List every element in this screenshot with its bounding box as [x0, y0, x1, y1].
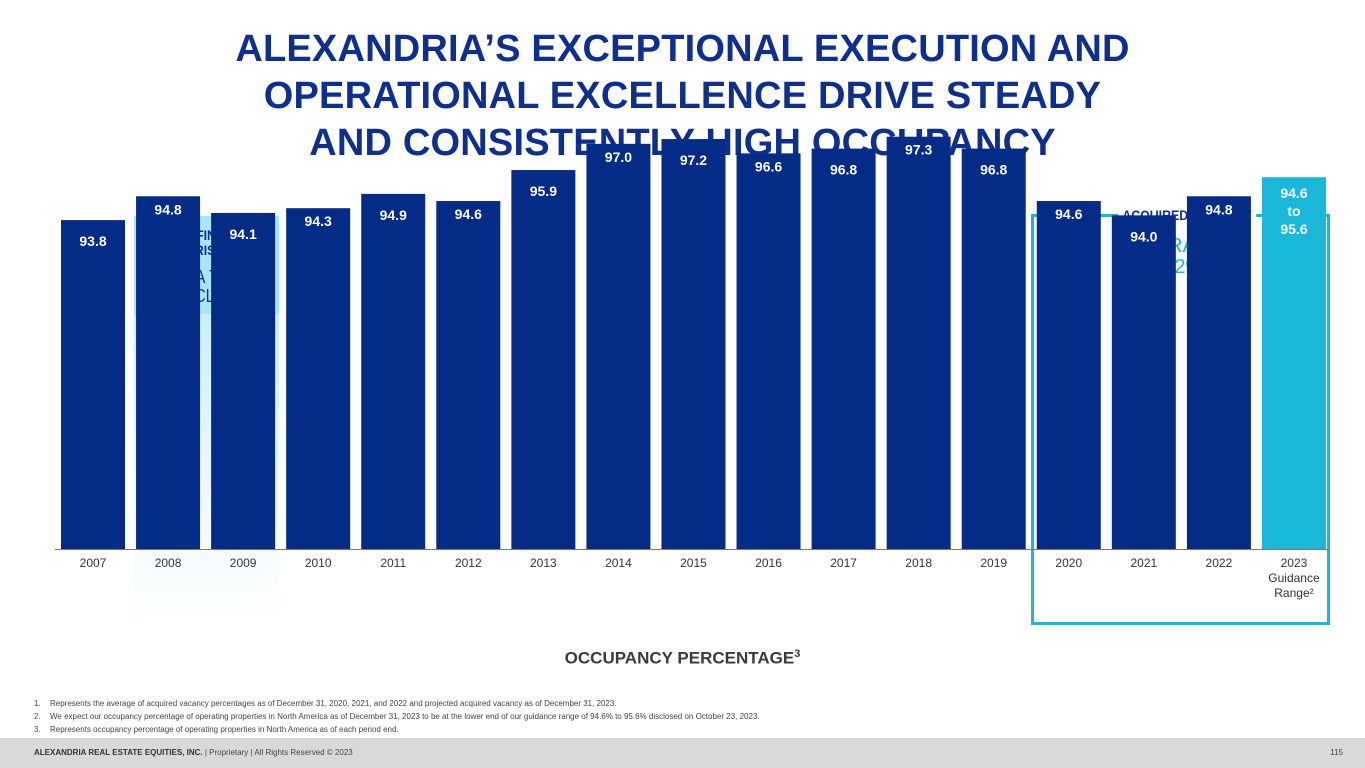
- footer-rights: | Proprietary | All Rights Reserved © 20…: [202, 748, 353, 757]
- bar-label-2023-line-1: 94.6: [1280, 185, 1307, 201]
- x-tick-label-2017: 2017: [830, 556, 857, 570]
- x-tick-label-2020: 2020: [1055, 556, 1082, 570]
- bar-2013: [511, 170, 576, 550]
- footnote-1-number: 1.: [34, 699, 41, 708]
- x-tick-label-2012: 2012: [455, 556, 482, 570]
- bar-2018: [886, 136, 951, 549]
- bar-2010: [286, 208, 351, 549]
- footnote-3: 3. Represents occupancy percentage of ope…: [34, 723, 1334, 736]
- footnote-2-text: We expect our occupancy percentage of op…: [50, 712, 760, 721]
- bar-label-2017: 96.8: [830, 162, 857, 178]
- bar-2023: [1261, 177, 1326, 549]
- bar-2019: [961, 148, 1026, 549]
- x-tick-label-2021: 2021: [1130, 556, 1157, 570]
- footnote-3-text: Represents occupancy percentage of opera…: [50, 725, 399, 734]
- bar-2014: [586, 143, 651, 550]
- bar-label-2022: 94.8: [1205, 201, 1232, 217]
- bar-2016: [736, 153, 801, 549]
- bar-2008: [136, 196, 201, 549]
- bar-label-2009: 94.1: [229, 226, 256, 242]
- footnote-1-text: Represents the average of acquired vacan…: [50, 699, 617, 708]
- footer-copyright: ALEXANDRIA REAL ESTATE EQUITIES, INC. | …: [34, 748, 353, 757]
- x-tick-label-2013: 2013: [530, 556, 557, 570]
- x-tick-label-2014: 2014: [605, 556, 632, 570]
- bar-2012: [436, 201, 501, 550]
- bar-label-2011: 94.9: [380, 207, 407, 223]
- bar-2020: [1036, 201, 1101, 550]
- x-tick-label-2008: 2008: [155, 556, 182, 570]
- footnote-2-number: 2.: [34, 712, 41, 721]
- bar-label-2007: 93.8: [79, 233, 106, 249]
- x-tick-label-2009: 2009: [230, 556, 257, 570]
- x-tick-label-2019: 2019: [980, 556, 1007, 570]
- title-line-1: ALEXANDRIA’S EXCEPTIONAL EXECUTION AND: [235, 28, 1130, 70]
- bar-2015: [661, 139, 726, 550]
- x-tick-sublabel-2023-1: Guidance: [1268, 571, 1320, 585]
- chart-caption-footnote-ref: 3: [794, 648, 801, 660]
- bar-label-2015: 97.2: [680, 152, 707, 168]
- footnotes: 1. Represents the average of acquired vac…: [34, 697, 1334, 736]
- bar-label-2019: 96.8: [980, 162, 1007, 178]
- bar-label-2020: 94.6: [1055, 206, 1082, 222]
- x-tick-label-2022: 2022: [1206, 556, 1233, 570]
- bar-label-2021: 94.0: [1130, 228, 1157, 244]
- bar-2021: [1111, 215, 1176, 550]
- footnote-3-number: 3.: [34, 725, 41, 734]
- footer-bar: ALEXANDRIA REAL ESTATE EQUITIES, INC. | …: [0, 738, 1365, 768]
- footer-company: ALEXANDRIA REAL ESTATE EQUITIES, INC.: [34, 748, 203, 757]
- chart-caption: OCCUPANCY PERCENTAGE3: [0, 643, 1365, 670]
- footnote-2: 2. We expect our occupancy percentage of …: [34, 710, 1334, 723]
- page-number: 115: [1330, 748, 1343, 757]
- chart-caption-text: OCCUPANCY PERCENTAGE: [564, 648, 795, 668]
- x-tick-label-2023: 2023: [1281, 556, 1308, 570]
- bar-label-2016: 96.6: [755, 158, 782, 174]
- bar-label-2023-line-3: 95.6: [1280, 221, 1307, 237]
- x-tick-label-2011: 2011: [380, 556, 406, 570]
- bar-2007: [61, 220, 125, 549]
- title-line-2: OPERATIONAL EXCELLENCE DRIVE STEADY: [263, 75, 1102, 117]
- x-tick-sublabel-2023-2: Range²: [1274, 586, 1313, 600]
- bar-2011: [361, 193, 426, 549]
- bar-2022: [1186, 196, 1251, 549]
- x-tick-label-2010: 2010: [305, 556, 332, 570]
- x-tick-label-2007: 2007: [80, 556, 107, 570]
- bar-2017: [811, 148, 876, 549]
- x-tick-label-2015: 2015: [680, 556, 707, 570]
- bar-label-2013: 95.9: [530, 183, 557, 199]
- bar-label-2023-line-2: to: [1287, 203, 1300, 219]
- x-tick-label-2018: 2018: [905, 556, 932, 570]
- x-tick-label-2016: 2016: [755, 556, 782, 570]
- bar-label-2018: 97.3: [905, 142, 932, 158]
- bar-2009: [211, 212, 276, 549]
- bar-label-2010: 94.3: [305, 213, 332, 229]
- bar-label-2012: 94.6: [455, 206, 482, 222]
- bar-label-2008: 94.8: [154, 201, 181, 217]
- footnote-1: 1. Represents the average of acquired vac…: [34, 697, 1334, 710]
- bar-label-2014: 97.0: [605, 149, 632, 165]
